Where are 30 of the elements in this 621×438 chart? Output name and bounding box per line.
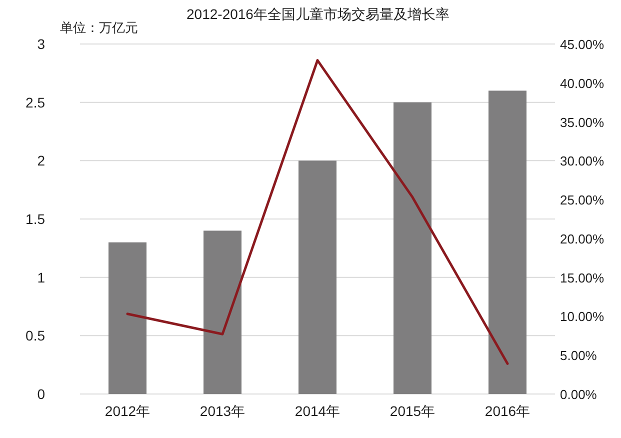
bar	[204, 230, 242, 394]
x-tick-label: 2012年	[104, 403, 150, 419]
y2-tick-label: 5.00%	[560, 348, 598, 364]
y-tick-label: 1.5	[26, 211, 46, 227]
y2-tick-label: 25.00%	[560, 192, 605, 208]
y-tick-label: 2	[37, 152, 46, 169]
y2-tick-label: 10.00%	[560, 309, 605, 324]
y2-tick-label: 45.00%	[560, 37, 605, 52]
y-tick-label: 0	[37, 386, 46, 402]
line-series	[126, 59, 509, 365]
y2-tick-label: 0.00%	[560, 387, 598, 402]
chart-title: 2012-2016年全国儿童市场交易量及增长率	[186, 6, 450, 22]
y2-tick-label: 40.00%	[560, 76, 605, 91]
bar	[108, 242, 146, 394]
y-tick-label: 1	[37, 269, 46, 286]
text: 单位：万亿元	[60, 20, 138, 35]
y-tick-label: 2.5	[26, 94, 46, 110]
bar	[394, 102, 432, 394]
x-tick-label: 2015年	[390, 403, 436, 419]
x-tick-label: 2014年	[294, 403, 340, 419]
x-tick-label: 2016年	[484, 403, 530, 419]
y-tick-label: 3	[37, 36, 46, 52]
bar	[298, 160, 336, 394]
y2-tick-label: 35.00%	[560, 114, 605, 130]
y2-tick-label: 30.00%	[560, 154, 605, 169]
y2-tick-label: 20.00%	[560, 231, 605, 246]
y2-tick-label: 15.00%	[560, 270, 605, 286]
x-tick-label: 2013年	[200, 403, 246, 419]
bar	[488, 90, 526, 394]
y-tick-label: 0.5	[26, 328, 46, 344]
